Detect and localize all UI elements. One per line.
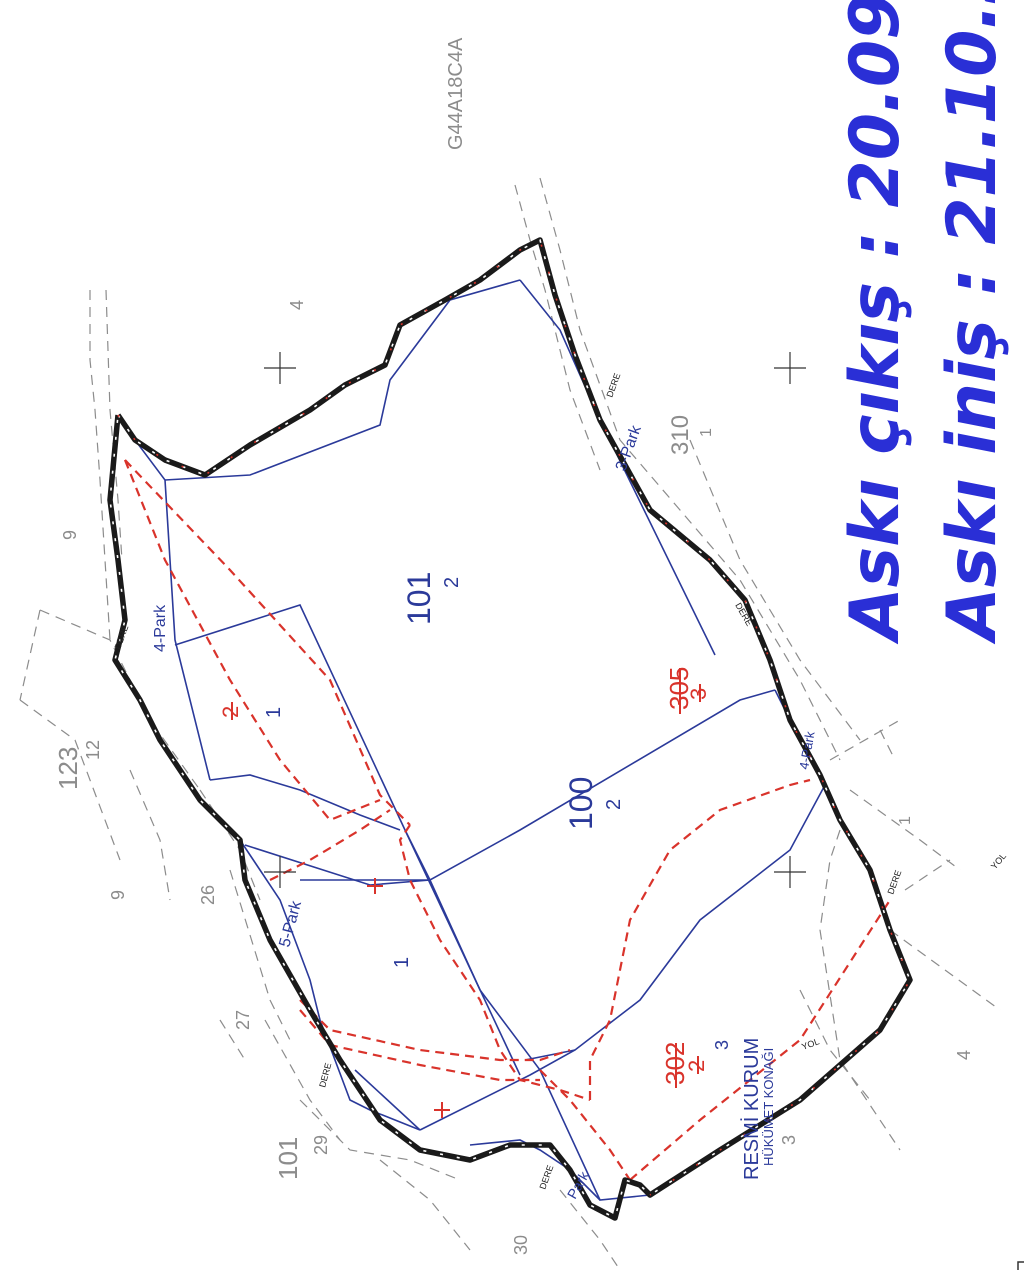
grid-cross-3 [264,856,296,888]
neighbor-310: 310 [667,415,694,455]
red-plus-mark-1 [367,878,383,894]
neighbor-4-top: 4 [287,300,307,310]
park-4-top: 4-Park [152,604,169,652]
handwritten-line-1: Askı çıkış : 20.09.2 [836,0,915,645]
subparcel-1-bottom: 1 [391,957,413,968]
neighbor-9-top: 9 [60,530,80,540]
parcel-lines-new [119,279,826,1201]
dere-label-right: DERE [604,372,622,399]
handwritten-annotation: Askı çıkış : 20.09.2 Askı iniş : 21.10.2 [836,0,1012,645]
neighbor-dashed-lines [19,177,1001,1271]
neighbor-1-lower: 1 [897,816,914,825]
park-labels: 4-Park 3-Park 4-Park 5-Park Park [152,422,818,1201]
neighbor-4-bottom: 4 [954,1050,974,1060]
dere-label-bottom: DERE [537,1164,555,1191]
neighbor-12: 12 [83,740,103,760]
institution-name: RESMİ KURUM [740,1038,763,1180]
dere-label-lower-right: DERE [885,869,903,896]
yol-label-right: YOL [989,851,1008,871]
old-parcel-labels: 305 3 302 2 2 [218,667,711,1118]
new-parcel-labels: 101 2 100 2 1 1 3 [263,572,732,1050]
grid-cross-1 [264,352,296,384]
neighbor-parcel-labels: 123 12 9 9 26 27 101 29 30 3 4 4 310 1 1 [53,300,974,1255]
dere-label-top: DERE [112,624,130,651]
parcel-lines-old [123,459,891,1181]
corner-mark [1017,1261,1024,1270]
old-parcel-302-2-number: 2 [684,1060,709,1072]
neighbor-27: 27 [233,1010,253,1030]
parcel-101-2-number: 2 [441,577,463,588]
institution-building: HÜKÜMET KONAĞI [761,1048,776,1166]
red-plus-mark-2 [434,1102,450,1118]
neighbor-9-left: 9 [108,890,128,900]
neighbor-3: 3 [779,1135,799,1145]
neighbor-30: 30 [511,1235,531,1255]
sheet-code: G44A18C4A [445,37,467,150]
parcel-100-2-number: 2 [603,799,625,810]
old-parcel-305-3-number: 3 [686,688,711,700]
park-4-right: 4-Park [796,730,818,771]
block-101-number: 101 [401,572,437,625]
block-100-number: 100 [563,777,599,830]
old-subparcel-2: 2 [218,706,243,718]
neighbor-26: 26 [198,885,218,905]
neighbor-101: 101 [273,1137,303,1180]
grid-cross-marks [264,352,806,888]
yol-label-bottom: YOL [800,1036,820,1052]
grid-cross-2 [774,352,806,384]
handwritten-line-2: Askı iniş : 21.10.2 [933,0,1012,645]
neighbor-29: 29 [311,1135,331,1155]
grid-cross-4 [774,856,806,888]
outer-boundary [107,237,913,1221]
neighbor-123: 123 [53,747,83,790]
subparcel-1-top: 1 [263,707,285,718]
dere-label-left: DERE [317,1062,333,1089]
neighbor-1-right: 1 [698,428,715,437]
park-5: 5-Park [276,898,305,949]
new-parcel-3-number: 3 [712,1040,732,1050]
